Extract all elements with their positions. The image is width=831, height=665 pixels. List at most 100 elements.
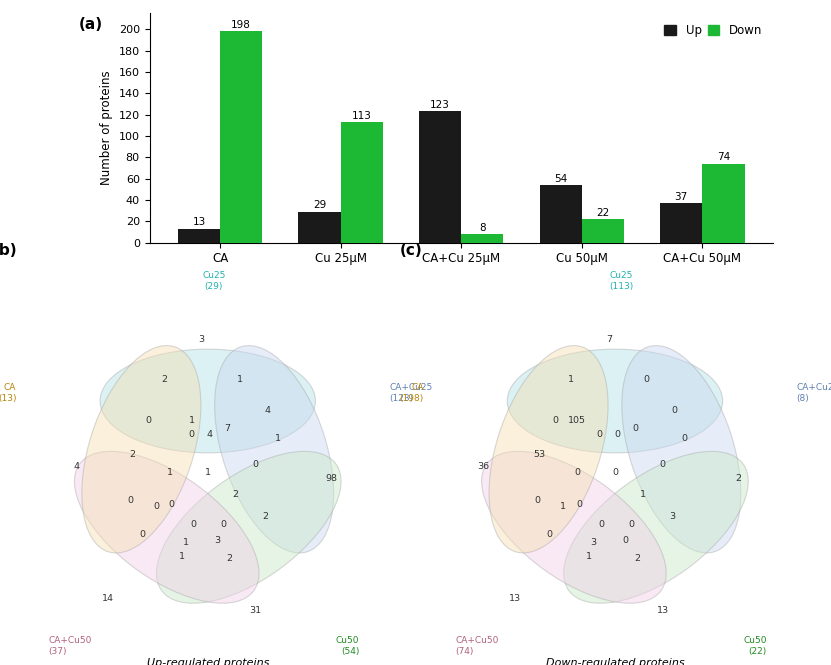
Text: 0: 0 — [598, 520, 604, 529]
Text: 0: 0 — [596, 430, 602, 440]
Text: 7: 7 — [606, 334, 612, 344]
Text: Up-regulated proteins: Up-regulated proteins — [146, 658, 269, 665]
Text: CA
(198): CA (198) — [399, 383, 424, 403]
Text: 0: 0 — [576, 500, 582, 509]
Text: 113: 113 — [352, 110, 371, 120]
Text: 2: 2 — [227, 554, 233, 563]
Text: 36: 36 — [477, 462, 489, 471]
Bar — [702, 164, 745, 243]
Bar — [298, 211, 341, 243]
Text: 0: 0 — [546, 530, 552, 539]
Ellipse shape — [156, 452, 341, 603]
Text: 14: 14 — [102, 594, 114, 603]
Bar — [660, 203, 702, 243]
Text: 13: 13 — [656, 606, 669, 615]
Text: CA+Cu25
(123): CA+Cu25 (123) — [389, 383, 432, 403]
Bar — [539, 185, 582, 243]
Ellipse shape — [563, 452, 748, 603]
Text: 0: 0 — [552, 416, 558, 426]
Text: 7: 7 — [224, 424, 231, 434]
Text: (b): (b) — [0, 243, 17, 259]
Text: 2: 2 — [233, 490, 238, 499]
Text: 0: 0 — [644, 374, 650, 384]
Ellipse shape — [100, 349, 316, 453]
Text: 98: 98 — [326, 474, 337, 483]
Text: 105: 105 — [568, 416, 586, 426]
Text: 1: 1 — [237, 374, 243, 384]
Ellipse shape — [75, 452, 259, 603]
Text: 1: 1 — [560, 502, 566, 511]
Text: CA
(13): CA (13) — [0, 383, 17, 403]
Text: 0: 0 — [622, 536, 628, 545]
Text: 2: 2 — [129, 450, 135, 460]
Text: CA+Cu25
(8): CA+Cu25 (8) — [796, 383, 831, 403]
Text: (a): (a) — [79, 17, 103, 32]
Bar — [178, 229, 220, 243]
Text: Down-regulated proteins: Down-regulated proteins — [546, 658, 684, 665]
Legend: Up, Down: Up, Down — [660, 19, 767, 42]
Text: Cu25
(29): Cu25 (29) — [202, 271, 225, 291]
Text: 0: 0 — [632, 424, 638, 434]
Text: 0: 0 — [169, 500, 175, 509]
Text: 2: 2 — [263, 512, 268, 521]
Text: 0: 0 — [681, 434, 688, 444]
Text: Cu50
(22): Cu50 (22) — [743, 636, 766, 656]
Text: 1: 1 — [204, 468, 211, 477]
Text: 4: 4 — [264, 406, 271, 416]
Text: 0: 0 — [614, 430, 620, 440]
Ellipse shape — [482, 452, 666, 603]
Text: CA+Cu50
(74): CA+Cu50 (74) — [455, 636, 499, 656]
Text: 1: 1 — [183, 538, 189, 547]
Text: 123: 123 — [430, 100, 450, 110]
Text: 53: 53 — [534, 450, 545, 460]
Text: 0: 0 — [191, 520, 197, 529]
Text: 4: 4 — [73, 462, 79, 471]
Text: CA+Cu50
(37): CA+Cu50 (37) — [48, 636, 91, 656]
Text: 0: 0 — [189, 430, 194, 440]
Bar — [582, 219, 624, 243]
Ellipse shape — [507, 349, 723, 453]
Bar — [461, 234, 504, 243]
Text: 0: 0 — [139, 530, 145, 539]
Text: 0: 0 — [574, 468, 580, 477]
Text: 0: 0 — [628, 520, 634, 529]
Text: 198: 198 — [231, 20, 251, 30]
Text: 0: 0 — [145, 416, 151, 426]
Text: Cu50
(54): Cu50 (54) — [336, 636, 359, 656]
Ellipse shape — [622, 346, 740, 553]
Ellipse shape — [489, 346, 608, 553]
Text: 0: 0 — [221, 520, 227, 529]
Text: 0: 0 — [671, 406, 678, 416]
Ellipse shape — [82, 346, 201, 553]
Text: 37: 37 — [675, 192, 688, 201]
Bar — [341, 122, 383, 243]
Text: 74: 74 — [717, 152, 730, 162]
Text: 0: 0 — [534, 496, 540, 505]
Text: 1: 1 — [586, 552, 592, 561]
Text: 22: 22 — [596, 207, 609, 217]
Y-axis label: Number of proteins: Number of proteins — [101, 70, 113, 186]
Text: 1: 1 — [640, 490, 646, 499]
Text: 13: 13 — [509, 594, 521, 603]
Text: 2: 2 — [161, 374, 167, 384]
Text: 1: 1 — [179, 552, 184, 561]
Text: 13: 13 — [193, 217, 205, 227]
Ellipse shape — [214, 346, 333, 553]
Text: 0: 0 — [660, 460, 666, 469]
Text: 8: 8 — [479, 223, 485, 233]
Text: 0: 0 — [153, 502, 159, 511]
Text: 3: 3 — [590, 538, 596, 547]
Bar — [419, 112, 461, 243]
Text: 1: 1 — [274, 434, 281, 444]
Text: 3: 3 — [214, 536, 221, 545]
Text: 1: 1 — [189, 416, 194, 426]
Text: 3: 3 — [670, 512, 676, 521]
Text: 31: 31 — [249, 606, 262, 615]
Text: 0: 0 — [253, 460, 258, 469]
Text: 1: 1 — [568, 374, 574, 384]
Text: 2: 2 — [634, 554, 640, 563]
Text: 0: 0 — [127, 496, 133, 505]
Text: 0: 0 — [612, 468, 618, 477]
Text: (c): (c) — [400, 243, 422, 259]
Text: Cu25
(113): Cu25 (113) — [609, 271, 633, 291]
